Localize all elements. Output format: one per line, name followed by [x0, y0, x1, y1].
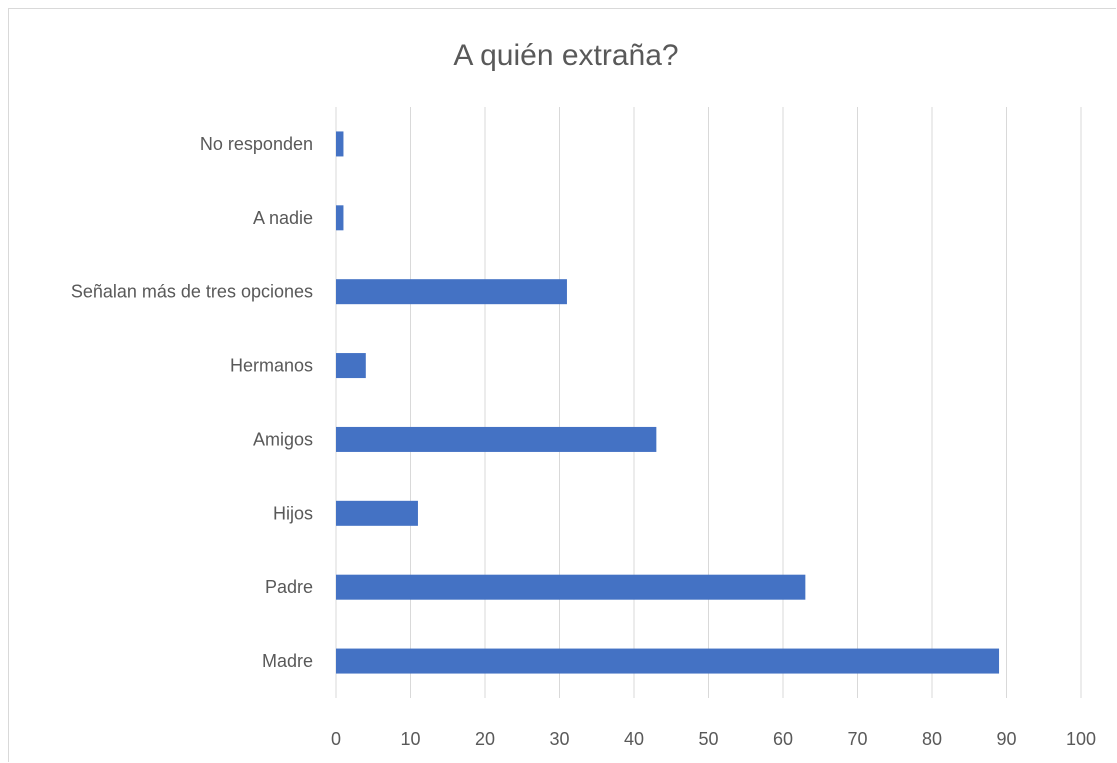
gridlines: [335, 107, 1082, 698]
x-tick-labels: 0 10 20 30 40 50 60 70 80 90 100: [331, 729, 1096, 749]
category-label: Hermanos: [230, 356, 313, 376]
x-tick-label: 80: [922, 729, 942, 749]
x-tick-label: 10: [400, 729, 420, 749]
bar: [336, 279, 567, 305]
x-tick-label: 50: [698, 729, 718, 749]
x-tick-label: 0: [331, 729, 341, 749]
bars: [336, 131, 1000, 674]
bar: [336, 131, 344, 157]
bar: [336, 574, 806, 600]
bar: [336, 500, 418, 526]
category-label: A nadie: [253, 208, 313, 228]
category-label: Amigos: [253, 429, 313, 449]
category-label: Madre: [262, 651, 313, 671]
category-label: Hijos: [273, 503, 313, 523]
bar: [336, 353, 366, 379]
bar: [336, 648, 1000, 674]
x-tick-label: 30: [549, 729, 569, 749]
category-label: Señalan más de tres opciones: [71, 282, 313, 302]
x-tick-label: 40: [624, 729, 644, 749]
category-label: No responden: [200, 134, 313, 154]
category-labels: No responden A nadie Señalan más de tres o…: [71, 134, 313, 671]
x-tick-label: 20: [475, 729, 495, 749]
x-tick-label: 70: [847, 729, 867, 749]
bar: [336, 426, 657, 452]
x-tick-label: 100: [1066, 729, 1096, 749]
chart-frame: [8, 8, 1116, 762]
chart-title: A quién extraña?: [453, 39, 678, 72]
x-tick-label: 90: [996, 729, 1016, 749]
category-label: Padre: [265, 577, 313, 597]
x-tick-label: 60: [773, 729, 793, 749]
bar: [336, 205, 344, 231]
